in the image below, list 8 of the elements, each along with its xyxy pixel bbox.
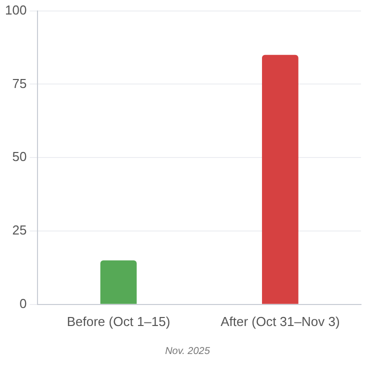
y-tick-label: 25 <box>12 222 27 238</box>
y-tick-label: 100 <box>4 2 27 18</box>
x-tick-label: After (Oct 31–Nov 3) <box>220 314 340 329</box>
y-tick-label: 0 <box>19 296 27 311</box>
text: Nov. 2025 <box>164 346 211 357</box>
y-tick-label: 50 <box>12 149 27 164</box>
y-tick-label: 75 <box>12 76 27 91</box>
x-tick-label: Before (Oct 1–15) <box>66 314 170 329</box>
